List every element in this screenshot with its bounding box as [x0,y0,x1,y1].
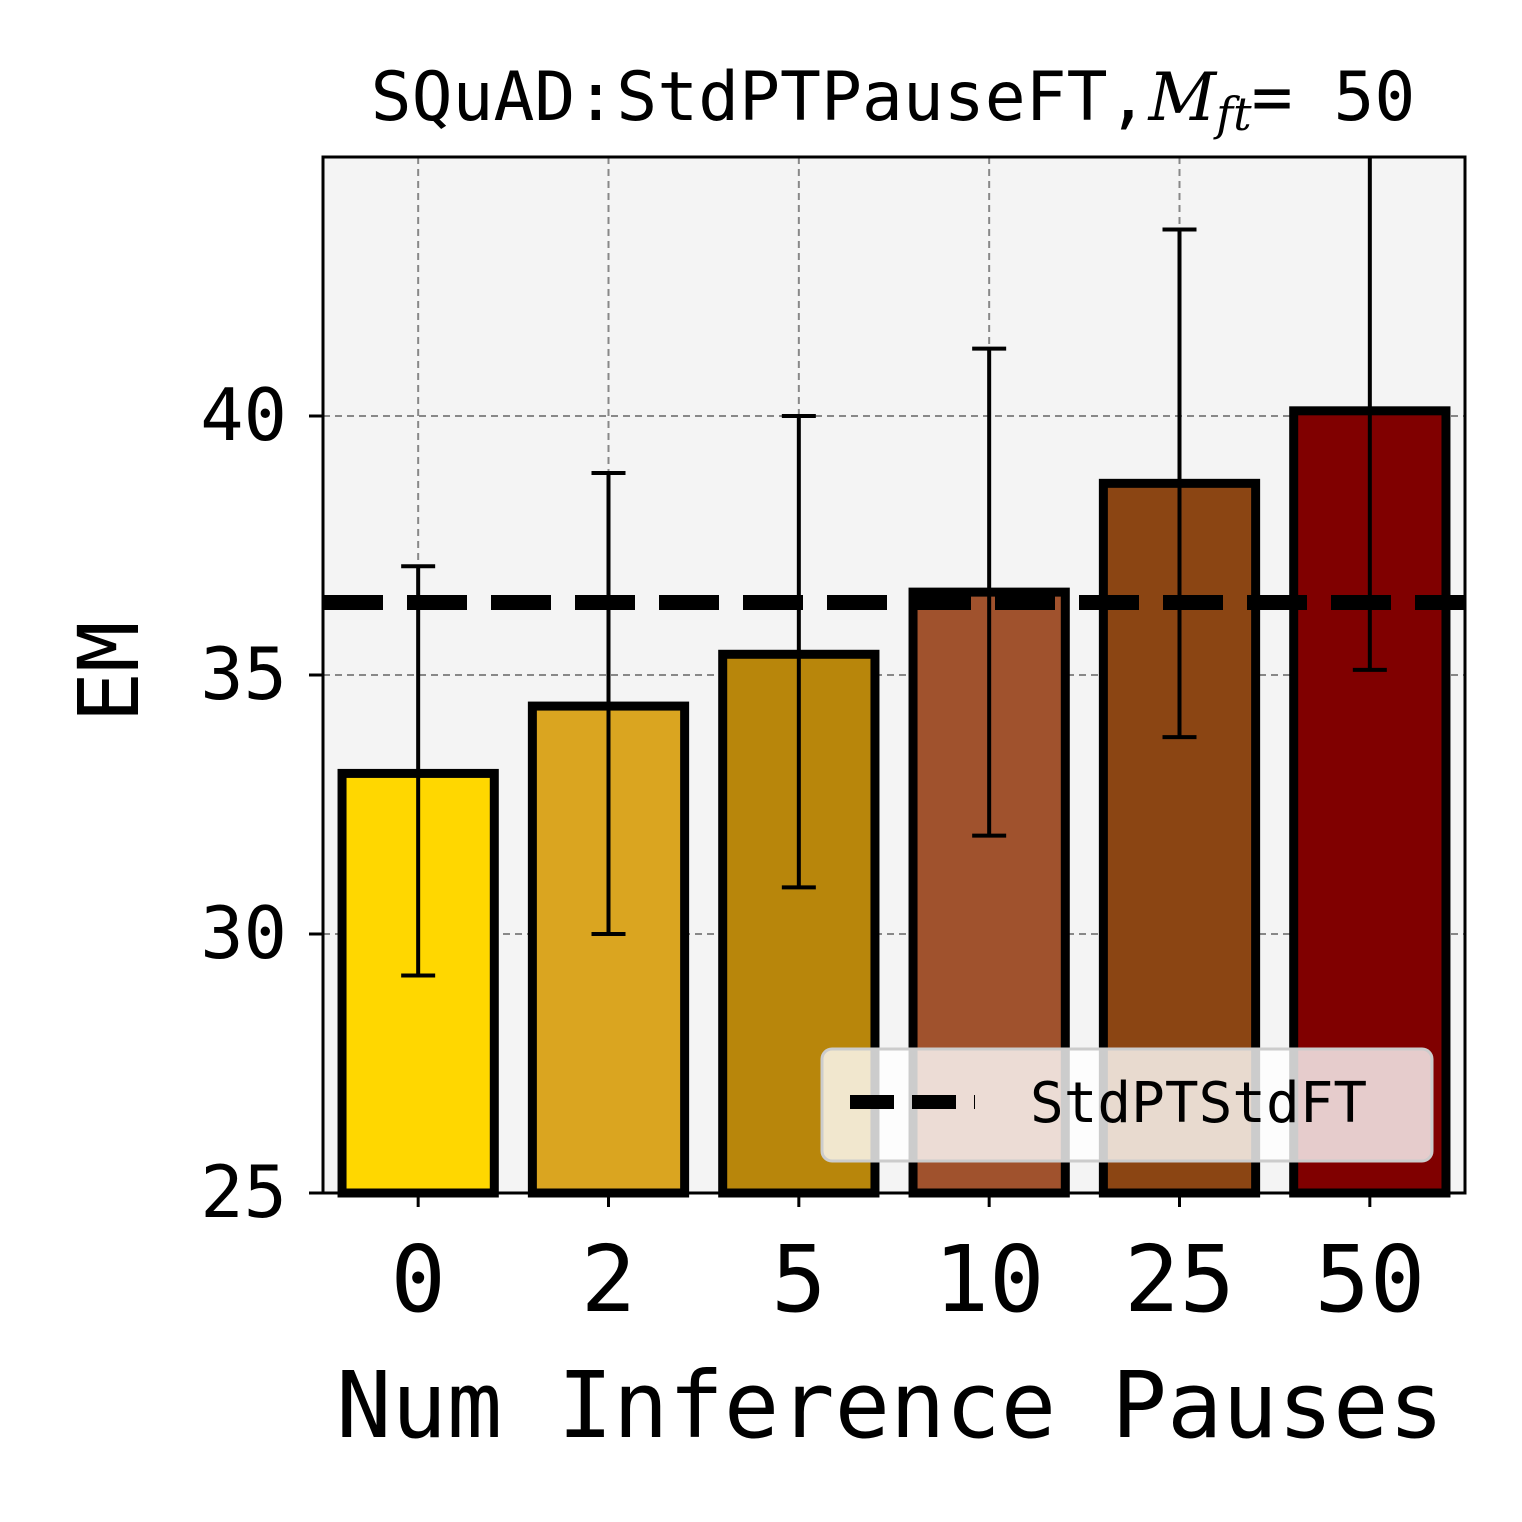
legend: StdPTStdFT [820,1047,1434,1163]
error-bar-2 [591,470,626,936]
error-bar-10 [972,346,1007,838]
legend-box [820,1047,1434,1163]
error-bar-0 [401,564,436,978]
x-tick-label: 50 [1314,1226,1425,1333]
error-bars-group [401,157,1387,978]
chart-title-var: M [1147,59,1217,136]
x-tick-label: 25 [1124,1226,1235,1333]
legend-label-baseline: StdPTStdFT [1030,1071,1367,1136]
y-axis: 25 30 35 40 [200,373,323,1234]
error-bar-25 [1162,227,1197,740]
error-bar-5 [781,414,816,890]
chart-title-eq: = 50 [1252,58,1416,137]
y-tick-label: 40 [200,373,287,457]
x-tick-label: 5 [771,1226,826,1333]
y-tick-label: 25 [200,1150,287,1234]
chart-title: SQuAD:StdPTPauseFT,Mft= 50 [371,58,1416,141]
error-bar-50 [1352,157,1387,672]
x-tick-label: 2 [581,1226,636,1333]
y-tick-label: 35 [200,632,287,716]
y-axis-label: EM [60,621,158,722]
x-tick-label: 10 [934,1226,1045,1333]
x-axis: 0 2 5 10 25 50 [390,1193,1425,1333]
chart-title-sub: ft [1213,87,1252,141]
x-tick-label: 0 [390,1226,445,1333]
chart-title-prefix: SQuAD:StdPTPauseFT, [371,58,1149,137]
y-tick-label: 30 [200,891,287,975]
x-axis-label: Num Inference Pauses [336,1352,1444,1459]
